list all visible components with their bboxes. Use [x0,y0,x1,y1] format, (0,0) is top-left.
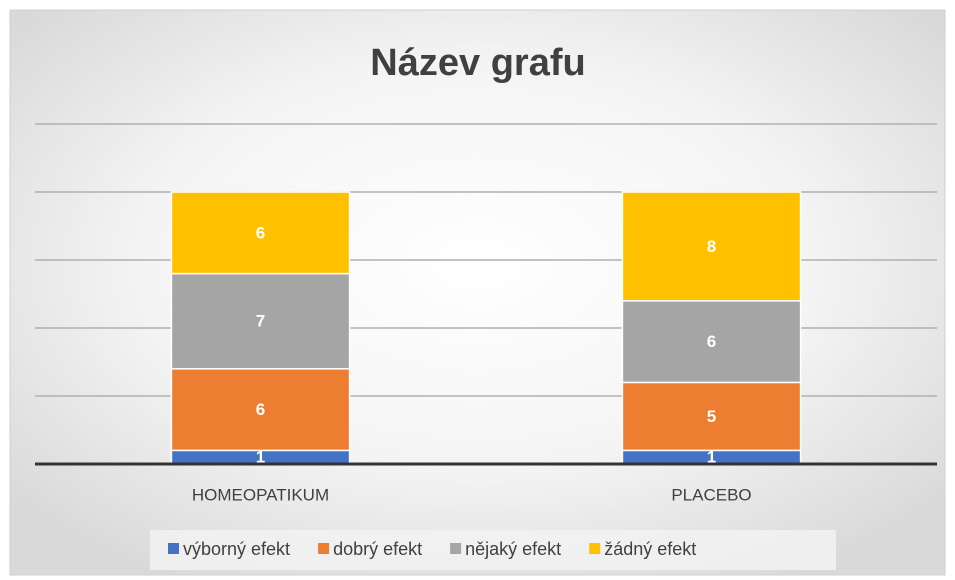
legend-swatch [168,543,179,554]
bar-segment [170,191,351,275]
data-label: 1 [707,448,716,467]
x-tick-label: HOMEOPATIKUM [192,485,329,504]
data-label: 6 [707,332,716,351]
legend-label: výborný efekt [183,539,290,559]
x-tick-label: PLACEBO [671,485,751,504]
data-label: 8 [707,237,716,256]
data-label: 7 [256,312,265,331]
legend-box [150,530,836,570]
bar-segment [621,300,802,384]
chart-background [9,9,946,576]
legend-swatch [450,543,462,554]
legend-swatch [318,543,330,554]
legend-swatch [589,543,601,554]
bar-segment [621,381,802,452]
chart-title: Název grafu [370,42,585,84]
bar-segment [170,368,351,452]
data-label: 6 [256,400,265,419]
data-label: 1 [256,448,265,467]
legend-label: nějaký efekt [465,539,561,559]
legend-label: dobrý efekt [333,539,422,559]
legend-label: žádný efekt [604,539,696,559]
data-label: 5 [707,407,716,426]
bar-segment [621,191,802,302]
data-label: 6 [256,223,265,242]
bar-segment [170,272,351,370]
